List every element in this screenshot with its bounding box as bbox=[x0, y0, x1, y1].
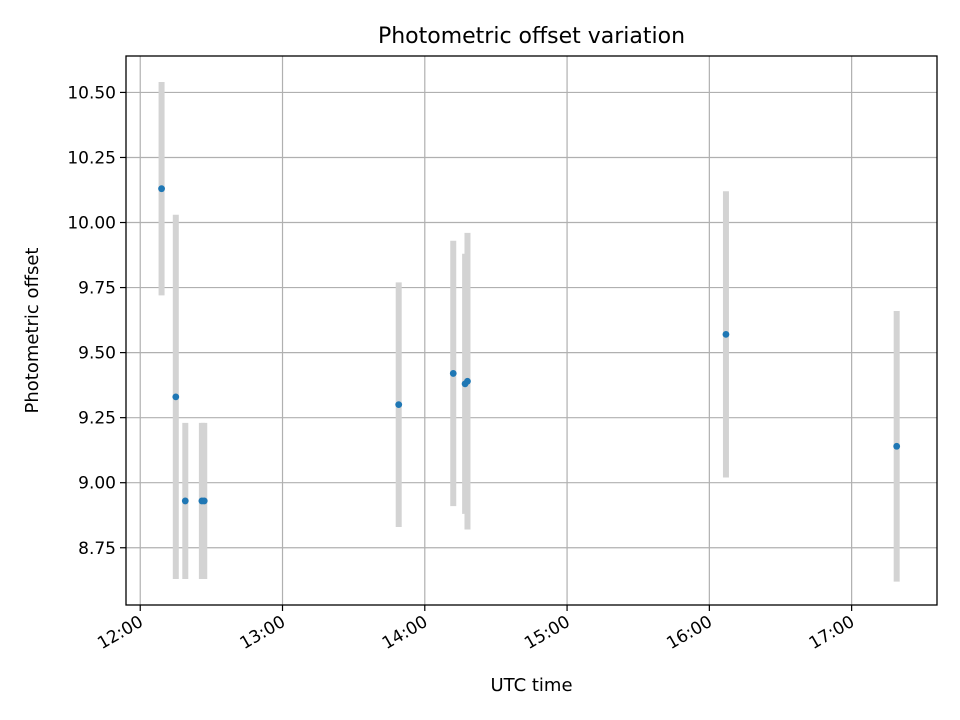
x-tick-label: 15:00 bbox=[521, 612, 573, 654]
y-axis-label: Photometric offset bbox=[22, 248, 43, 414]
x-tick-label: 16:00 bbox=[663, 612, 715, 654]
y-tick-label: 9.75 bbox=[78, 279, 116, 299]
y-tick-label: 9.00 bbox=[78, 474, 116, 494]
x-tick-label: 14:00 bbox=[379, 612, 431, 654]
x-axis-ticks: 12:00 13:00 14:00 15:00 16:00 17:00 bbox=[94, 605, 858, 654]
y-axis-ticks: 8.75 9.00 9.25 9.50 9.75 10.00 10.25 10.50 bbox=[67, 83, 126, 559]
y-tick-label: 8.75 bbox=[78, 539, 116, 559]
grid bbox=[126, 56, 937, 605]
x-tick-label: 12:00 bbox=[94, 612, 146, 654]
data-point bbox=[158, 185, 165, 193]
data-point bbox=[893, 442, 901, 450]
y-tick-label: 10.00 bbox=[67, 214, 116, 234]
data-point bbox=[449, 370, 457, 377]
data-point bbox=[464, 377, 471, 385]
data-points bbox=[158, 185, 901, 505]
data-point bbox=[395, 401, 403, 409]
plot-frame bbox=[125, 55, 938, 606]
x-tick-label: 13:00 bbox=[237, 612, 289, 654]
x-axis-label: UTC time bbox=[490, 675, 572, 696]
data-point bbox=[172, 393, 180, 401]
y-tick-label: 9.25 bbox=[78, 409, 116, 429]
data-point bbox=[722, 331, 730, 338]
y-tick-label: 10.50 bbox=[67, 83, 116, 103]
chart-title: Photometric offset variation bbox=[378, 24, 685, 49]
x-tick-label: 17:00 bbox=[806, 612, 858, 654]
y-tick-label: 9.50 bbox=[78, 344, 116, 364]
data-point bbox=[200, 497, 208, 505]
data-point bbox=[181, 497, 189, 505]
y-tick-label: 10.25 bbox=[67, 148, 116, 168]
